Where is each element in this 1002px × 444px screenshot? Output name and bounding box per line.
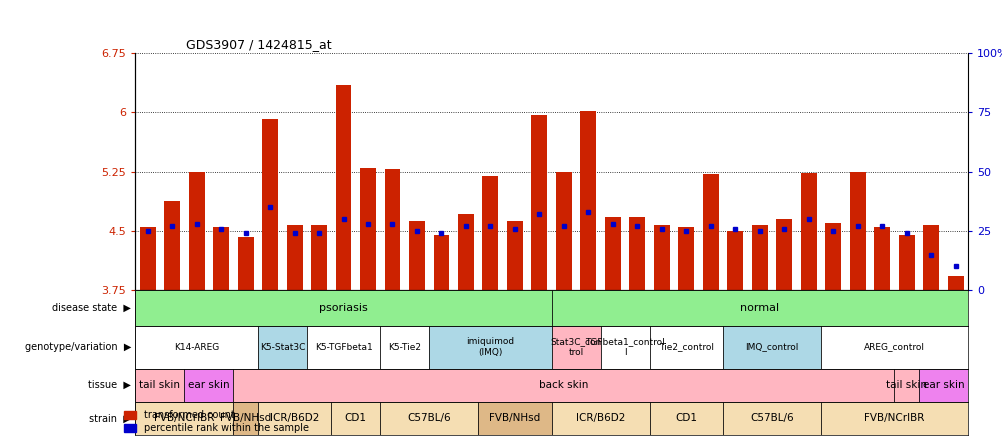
Bar xyxy=(649,402,722,435)
Bar xyxy=(629,217,644,290)
Bar xyxy=(825,223,841,290)
Text: IMQ_control: IMQ_control xyxy=(744,343,798,352)
Text: Stat3C_con
trol: Stat3C_con trol xyxy=(550,337,601,357)
Bar xyxy=(531,115,547,290)
Bar xyxy=(580,111,596,290)
Text: K5-TGFbeta1: K5-TGFbeta1 xyxy=(315,343,372,352)
Bar xyxy=(164,201,180,290)
Text: normal: normal xyxy=(739,303,779,313)
Bar xyxy=(922,225,938,290)
Bar xyxy=(184,369,233,402)
Text: ICR/B6D2: ICR/B6D2 xyxy=(575,413,624,424)
Text: K14-AREG: K14-AREG xyxy=(173,343,219,352)
Bar xyxy=(551,290,967,325)
Text: FVB/NHsd: FVB/NHsd xyxy=(489,413,540,424)
Bar xyxy=(139,227,155,290)
Text: FVB/NCrIBR: FVB/NCrIBR xyxy=(154,413,214,424)
Bar xyxy=(600,325,649,369)
Text: disease state  ▶: disease state ▶ xyxy=(52,303,131,313)
Text: genotype/variation  ▶: genotype/variation ▶ xyxy=(25,342,131,352)
Bar xyxy=(135,402,233,435)
Bar xyxy=(307,325,380,369)
Bar xyxy=(478,402,551,435)
Text: ICR/B6D2: ICR/B6D2 xyxy=(270,413,319,424)
Bar xyxy=(213,227,228,290)
Bar xyxy=(135,290,551,325)
Bar xyxy=(726,231,742,290)
Bar xyxy=(800,173,816,290)
Text: tail skin: tail skin xyxy=(886,380,926,390)
Bar xyxy=(135,369,184,402)
Text: imiquimod
(IMQ): imiquimod (IMQ) xyxy=(466,337,514,357)
Bar xyxy=(821,402,967,435)
Text: K5-Stat3C: K5-Stat3C xyxy=(260,343,305,352)
Bar xyxy=(336,85,351,290)
Bar xyxy=(653,225,669,290)
Bar xyxy=(821,325,967,369)
Bar xyxy=(649,325,722,369)
Bar xyxy=(311,226,327,290)
Text: CD1: CD1 xyxy=(674,413,696,424)
Bar xyxy=(722,402,821,435)
Bar xyxy=(360,168,376,290)
Bar xyxy=(429,325,551,369)
Bar xyxy=(380,325,429,369)
Text: psoriasis: psoriasis xyxy=(319,303,368,313)
Text: FVB/NCrIBR: FVB/NCrIBR xyxy=(864,413,924,424)
Bar xyxy=(604,217,620,290)
Bar xyxy=(702,174,718,290)
Text: Tie2_control: Tie2_control xyxy=(658,343,713,352)
Bar xyxy=(331,402,380,435)
Text: TGFbeta1_control
l: TGFbeta1_control l xyxy=(584,337,664,357)
Bar xyxy=(918,369,967,402)
Text: C57BL/6: C57BL/6 xyxy=(749,413,793,424)
Bar xyxy=(722,325,821,369)
Bar xyxy=(776,219,792,290)
Bar xyxy=(262,119,278,290)
Bar xyxy=(849,172,865,290)
Bar xyxy=(258,402,331,435)
Bar xyxy=(233,369,894,402)
Bar xyxy=(233,402,258,435)
Text: CD1: CD1 xyxy=(345,413,367,424)
Text: ear skin: ear skin xyxy=(187,380,229,390)
Text: GDS3907 / 1424815_at: GDS3907 / 1424815_at xyxy=(185,38,331,51)
Bar xyxy=(380,402,478,435)
Bar xyxy=(458,214,473,290)
Bar xyxy=(384,169,400,290)
Bar xyxy=(677,227,693,290)
Bar xyxy=(898,235,914,290)
Bar xyxy=(482,176,498,290)
Bar xyxy=(752,225,767,290)
Bar xyxy=(894,369,918,402)
Legend: transformed count, percentile rank within the sample: transformed count, percentile rank withi… xyxy=(120,406,312,437)
Bar xyxy=(506,221,522,290)
Text: K5-Tie2: K5-Tie2 xyxy=(388,343,421,352)
Bar xyxy=(135,325,258,369)
Text: FVB/NHsd: FVB/NHsd xyxy=(219,413,271,424)
Bar xyxy=(188,172,204,290)
Bar xyxy=(551,402,649,435)
Text: back skin: back skin xyxy=(539,380,588,390)
Bar xyxy=(409,221,425,290)
Text: strain  ▶: strain ▶ xyxy=(89,413,131,424)
Bar xyxy=(551,325,600,369)
Text: ear skin: ear skin xyxy=(922,380,963,390)
Bar xyxy=(258,325,307,369)
Text: C57BL/6: C57BL/6 xyxy=(407,413,451,424)
Bar xyxy=(555,172,571,290)
Text: tail skin: tail skin xyxy=(139,380,180,390)
Bar xyxy=(237,237,254,290)
Text: tissue  ▶: tissue ▶ xyxy=(88,380,131,390)
Bar xyxy=(874,227,889,290)
Bar xyxy=(433,235,449,290)
Bar xyxy=(947,276,963,290)
Text: AREG_control: AREG_control xyxy=(863,343,924,352)
Bar xyxy=(287,226,303,290)
